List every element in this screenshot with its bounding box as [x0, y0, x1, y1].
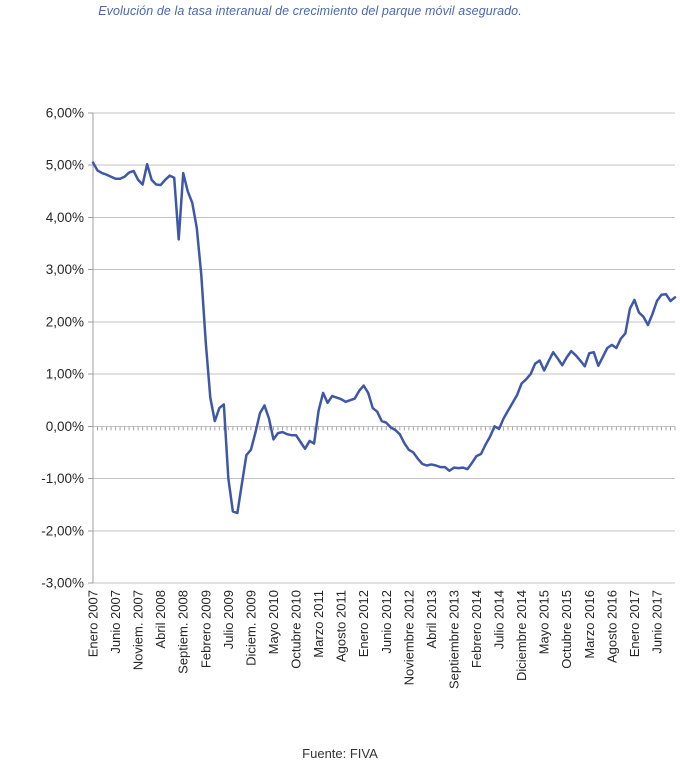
- x-axis-label: Mayo 2010: [266, 590, 281, 654]
- y-axis-label: -3,00%: [41, 576, 84, 591]
- x-axis-label: Julio 2009: [221, 590, 236, 649]
- x-axis-label: Abril 2008: [153, 590, 168, 649]
- y-axis-label: -2,00%: [41, 523, 84, 538]
- x-axis-label: Noviembre 2012: [401, 590, 416, 685]
- source-caption: Fuente: FIVA: [302, 746, 378, 761]
- y-axis-label: 3,00%: [46, 262, 84, 277]
- x-axis-label: Diciembre 2014: [514, 590, 529, 681]
- x-axis-label: Diciem. 2009: [243, 590, 258, 666]
- y-axis-label: 5,00%: [46, 158, 84, 173]
- x-axis-label: Mayo 2015: [537, 590, 552, 654]
- series-line: [91, 161, 677, 515]
- y-axis-label: 6,00%: [46, 106, 84, 121]
- x-axis-label: Noviem. 2007: [131, 590, 146, 670]
- x-axis-label: Agosto 2011: [334, 590, 349, 662]
- x-axis-label: Junio 2012: [379, 590, 394, 654]
- x-axis-label: Junio 2017: [649, 590, 664, 654]
- x-axis-label: Marzo 2011: [311, 590, 326, 658]
- y-axis-label: 2,00%: [46, 314, 84, 329]
- x-axis-label: Octubre 2015: [559, 590, 574, 669]
- x-axis-label: Enero 2012: [356, 590, 371, 657]
- y-axis-label: 1,00%: [46, 367, 84, 382]
- x-axis-label: Enero 2007: [86, 590, 101, 657]
- x-axis-label: Enero 2017: [627, 590, 642, 657]
- x-axis-label: Septiem. 2008: [176, 590, 191, 674]
- y-axis-label: -1,00%: [41, 471, 84, 486]
- y-axis-label: 4,00%: [46, 210, 84, 225]
- x-axis-label: Junio 2007: [108, 590, 123, 654]
- chart-title: Evolución de la tasa interanual de creci…: [98, 4, 522, 18]
- x-axis-label: Marzo 2016: [582, 590, 597, 659]
- x-axis-label: Septiembre 2013: [446, 590, 461, 689]
- x-axis-label: Julio 2014: [492, 590, 507, 649]
- x-axis-label: Febrero 2009: [198, 590, 213, 668]
- x-axis-label: Febrero 2014: [469, 590, 484, 668]
- x-axis-label: Octubre 2010: [289, 590, 304, 669]
- x-axis-label: Abril 2013: [424, 590, 439, 649]
- y-axis-label: 0,00%: [46, 419, 84, 434]
- x-axis-label: Agosto 2016: [604, 590, 619, 663]
